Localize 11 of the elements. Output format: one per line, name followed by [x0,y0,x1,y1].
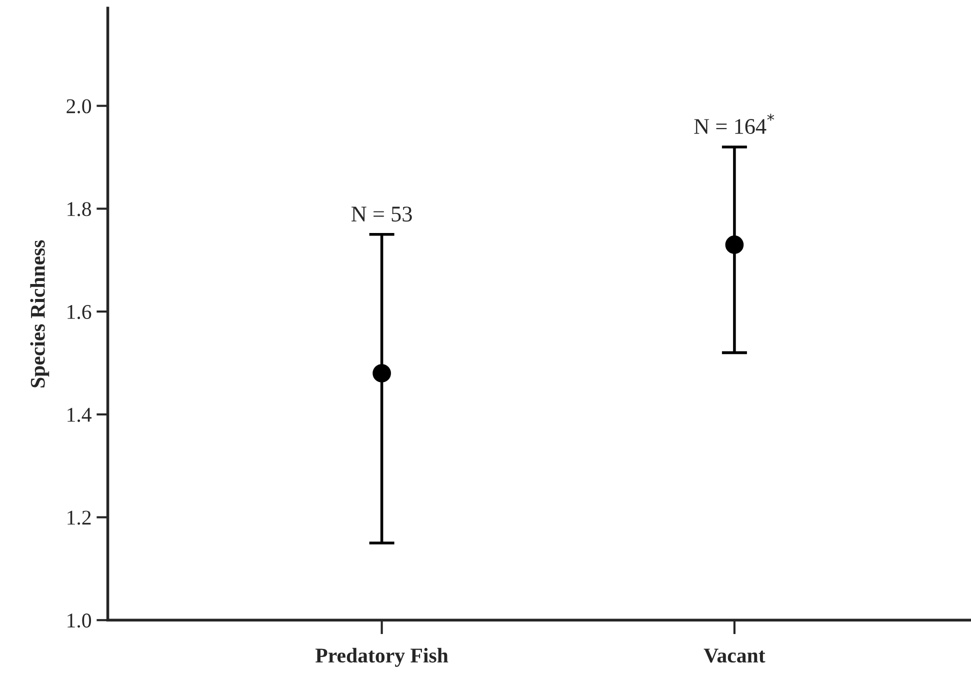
annotation: N = 53 [351,206,412,222]
y-tick-label: 1.0 [68,614,92,628]
y-tick-label: 2.0 [66,99,92,114]
x-tick-label: Vacant [704,648,766,663]
annotation: N = 164$^{*}$ [694,114,774,134]
y-tick-label: 1.4 [68,408,92,422]
y-axis-title: Species Richness [30,240,50,388]
y-tick-label: 1.8 [68,202,92,216]
y-tick-label: 1.6 [68,304,92,320]
y-tick-label: 1.2 [68,510,91,525]
x-tick-label: Predatory Fish [316,648,448,667]
